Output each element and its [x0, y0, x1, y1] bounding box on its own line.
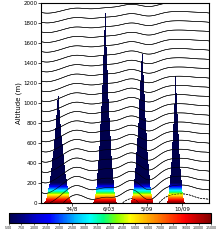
Y-axis label: Altitude (m): Altitude (m)	[15, 82, 22, 124]
